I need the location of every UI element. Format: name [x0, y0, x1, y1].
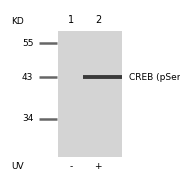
Text: 1: 1 — [68, 15, 74, 25]
Text: CREB (pSer129): CREB (pSer129) — [129, 73, 180, 82]
Text: -: - — [69, 162, 73, 171]
Text: 34: 34 — [22, 114, 33, 123]
Text: 43: 43 — [22, 73, 33, 82]
Text: UV: UV — [12, 162, 24, 171]
Text: 2: 2 — [95, 15, 101, 25]
Text: KD: KD — [11, 17, 24, 26]
Text: 55: 55 — [22, 39, 33, 48]
Bar — [58, 31, 122, 157]
Text: +: + — [94, 162, 102, 171]
